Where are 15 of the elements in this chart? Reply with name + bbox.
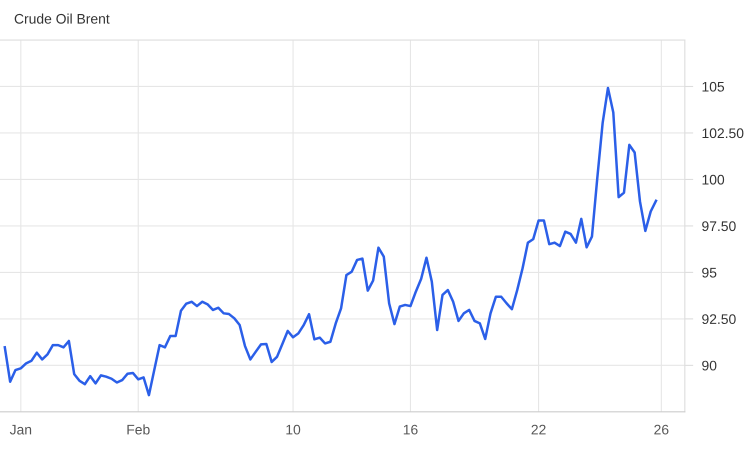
y-tick-label: 97.50: [702, 221, 736, 232]
y-tick-label: 95: [702, 268, 716, 278]
line-series: [4, 86, 658, 396]
x-tick-label: Feb: [127, 424, 150, 435]
chart-title: Crude Oil Brent: [14, 14, 110, 24]
y-tick-label: 102.50: [702, 128, 744, 138]
x-tick-label: 10: [286, 424, 300, 435]
y-tick-label: 92.50: [702, 314, 736, 324]
x-tick-label: Jan: [10, 424, 32, 435]
x-tick-label: 26: [654, 424, 668, 435]
x-tick-label: 16: [404, 424, 418, 435]
y-tick-label: 100: [702, 174, 724, 185]
x-tick-label: 22: [532, 424, 546, 434]
y-tick-label: 90: [702, 360, 716, 371]
y-tick-label: 105: [702, 82, 724, 92]
